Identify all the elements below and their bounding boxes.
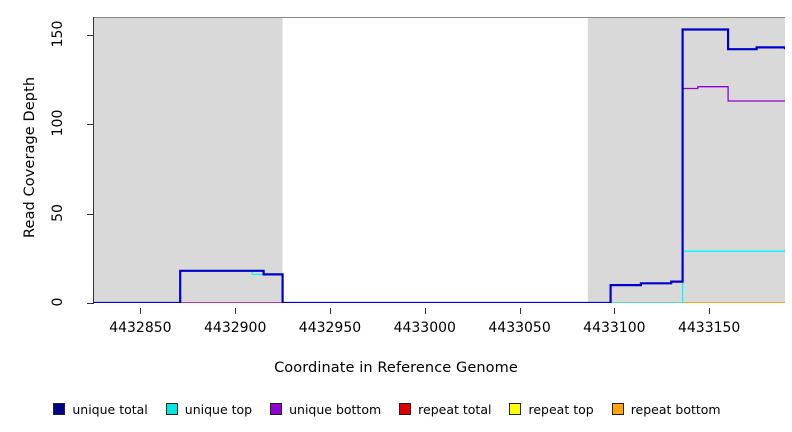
shaded-region: [587, 17, 785, 303]
chart-legend: unique total unique top unique bottom repea…: [0, 398, 792, 420]
plot-svg: [93, 17, 785, 303]
x-axis-title: Coordinate in Reference Genome: [0, 360, 792, 376]
y-tick-mark: [87, 124, 93, 126]
x-tick-label: 4432950: [298, 320, 362, 336]
legend-item[interactable]: repeat bottom: [611, 401, 721, 417]
x-tick-label: 4433150: [677, 320, 741, 336]
x-tick-mark: [424, 308, 426, 314]
legend-swatch-icon: [509, 403, 522, 415]
y-tick-label: 0: [50, 297, 66, 307]
plot-area: [93, 17, 785, 303]
y-tick-mark: [87, 303, 93, 304]
legend-label: repeat bottom: [630, 401, 721, 417]
legend-item[interactable]: repeat top: [509, 401, 594, 417]
legend-item[interactable]: unique bottom: [270, 402, 381, 417]
y-tick-mark: [87, 34, 93, 36]
legend-swatch-icon: [611, 403, 624, 415]
x-tick-mark: [709, 308, 711, 314]
legend-item[interactable]: repeat total: [399, 402, 491, 417]
legend-label: unique total: [72, 401, 148, 417]
legend-item[interactable]: unique total: [53, 401, 148, 417]
x-tick-mark: [519, 308, 521, 314]
legend-swatch-icon: [270, 403, 283, 415]
legend-swatch-icon: [399, 403, 412, 415]
x-tick-mark: [329, 308, 331, 314]
series-line: [93, 28, 785, 303]
x-tick-mark: [140, 308, 142, 314]
y-tick-label: 150: [50, 20, 66, 48]
y-axis-title-text: Read Coverage Depth: [22, 76, 38, 238]
shaded-region: [93, 17, 283, 303]
x-axis-title-text: Coordinate in Reference Genome: [274, 360, 518, 376]
legend-label: repeat top: [528, 401, 594, 417]
legend-label: unique bottom: [289, 401, 382, 417]
y-axis-line: [93, 17, 94, 304]
x-tick-label: 4432900: [204, 320, 267, 336]
legend-label: unique top: [184, 401, 253, 417]
legend-label: repeat total: [418, 401, 492, 417]
y-tick-label: 100: [50, 109, 66, 137]
x-tick-label: 4433000: [393, 320, 456, 336]
legend-item[interactable]: unique top: [165, 401, 253, 417]
x-tick-label: 4432850: [109, 320, 172, 336]
legend-swatch-icon: [53, 403, 66, 415]
x-tick-label: 4433100: [583, 320, 646, 336]
y-tick-mark: [87, 213, 93, 215]
x-tick-mark: [614, 308, 616, 314]
x-tick-mark: [235, 308, 237, 314]
legend-swatch-icon: [165, 403, 178, 415]
x-tick-label: 4433050: [488, 320, 551, 336]
y-tick-label: 50: [50, 203, 66, 222]
